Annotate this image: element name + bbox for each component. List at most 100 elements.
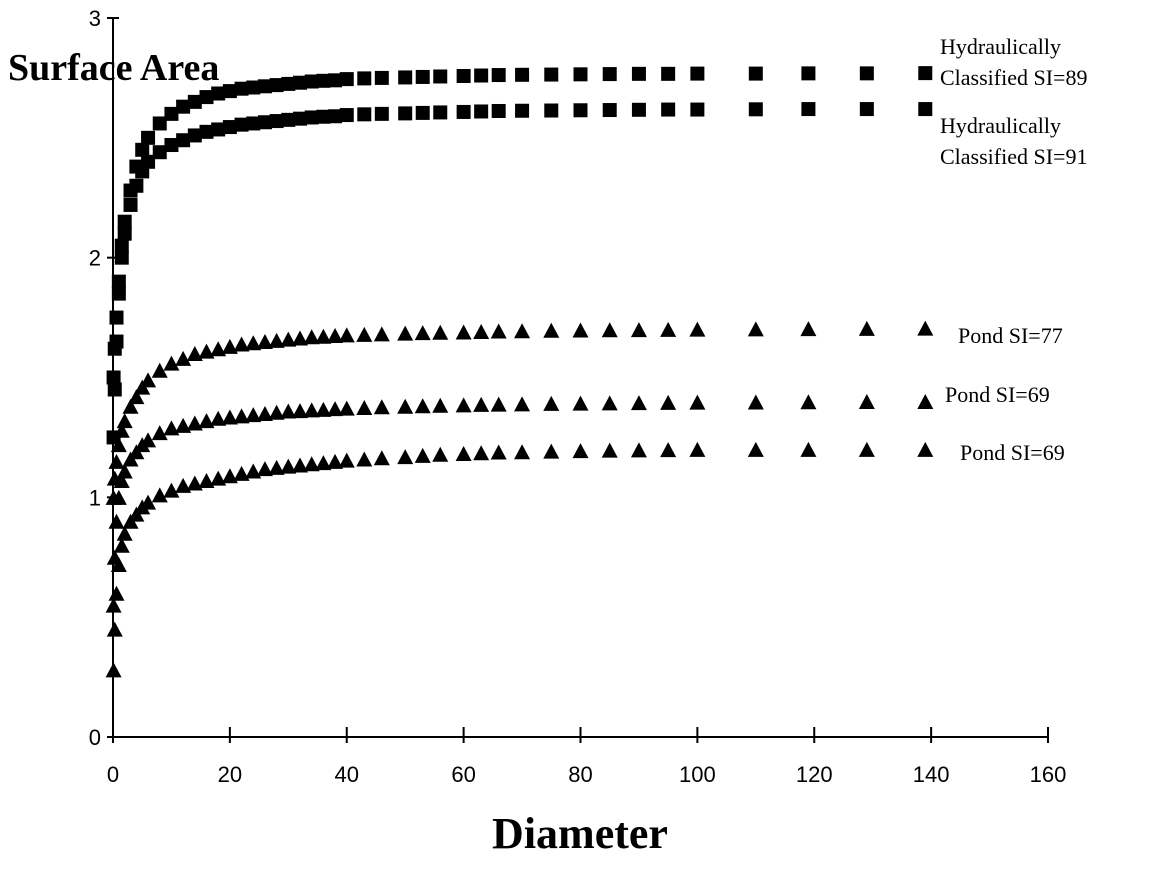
data-point-triangle [233, 465, 250, 481]
data-point-triangle [543, 395, 560, 411]
data-point-triangle [113, 422, 130, 438]
data-point-square [859, 66, 874, 81]
data-point-triangle [113, 473, 130, 489]
data-point-triangle [151, 487, 168, 503]
data-point-triangle [490, 444, 507, 460]
data-point-triangle [113, 537, 130, 553]
data-point-square [111, 274, 126, 289]
data-point-square [246, 80, 261, 95]
data-point-triangle [660, 321, 677, 337]
data-point-square [222, 120, 237, 135]
data-point-triangle [397, 449, 414, 465]
data-point-triangle [490, 396, 507, 412]
data-point-square [199, 90, 214, 105]
data-point-square [474, 104, 489, 119]
data-point-triangle [327, 328, 344, 344]
data-point-triangle [373, 326, 390, 342]
data-point-triangle [800, 394, 817, 410]
data-point-triangle [414, 398, 431, 414]
data-point-triangle [858, 320, 875, 336]
data-point-square [117, 214, 132, 229]
data-point-triangle [543, 443, 560, 459]
data-point-square [690, 66, 705, 81]
data-point-square [117, 226, 132, 241]
series-label: Pond SI=69 [945, 382, 1050, 407]
y-tick-label: 2 [89, 246, 101, 271]
data-point-triangle [303, 456, 320, 472]
data-point-triangle [303, 329, 320, 345]
data-point-square [109, 310, 124, 325]
data-point-triangle [432, 397, 449, 413]
data-point-triangle [110, 489, 127, 505]
series-label: Hydraulically [940, 113, 1061, 138]
data-point-triangle [280, 458, 297, 474]
data-point-square [491, 68, 506, 83]
series-label: Classified SI=89 [940, 65, 1087, 90]
data-point-square [111, 286, 126, 301]
x-tick-label: 60 [451, 762, 475, 787]
data-point-triangle [455, 324, 472, 340]
data-point-square [211, 122, 226, 137]
data-point-triangle [108, 585, 125, 601]
data-point-square [515, 103, 530, 118]
data-point-triangle [186, 346, 203, 362]
data-point-square [415, 105, 430, 120]
data-point-triangle [110, 437, 127, 453]
data-point-square [187, 128, 202, 143]
data-point-square [544, 103, 559, 118]
data-point-triangle [315, 401, 332, 417]
data-point-triangle [455, 397, 472, 413]
data-point-triangle [268, 459, 285, 475]
data-point-triangle [455, 445, 472, 461]
data-point-square [631, 102, 646, 117]
data-point-triangle [198, 413, 215, 429]
data-point-triangle [373, 450, 390, 466]
data-point-triangle [116, 413, 133, 429]
data-point-triangle [108, 453, 125, 469]
data-point-square [152, 116, 167, 131]
data-point-triangle [105, 662, 122, 678]
data-point-triangle [151, 362, 168, 378]
data-point-triangle [356, 326, 373, 342]
y-axis-title: Surface Area [8, 47, 219, 89]
data-point-triangle [128, 389, 145, 405]
data-point-triangle [151, 425, 168, 441]
y-tick-label: 1 [89, 485, 101, 510]
data-point-triangle [280, 331, 297, 347]
data-point-triangle [268, 332, 285, 348]
data-point-triangle [221, 409, 238, 425]
data-point-triangle [630, 322, 647, 338]
data-point-triangle [256, 405, 273, 421]
data-point-triangle [858, 441, 875, 457]
data-point-triangle [414, 447, 431, 463]
data-point-triangle [800, 321, 817, 337]
data-point-triangle [245, 407, 262, 423]
data-point-square [328, 109, 343, 124]
data-point-square [222, 84, 237, 99]
data-point-square [152, 145, 167, 160]
series-label: Pond SI=77 [958, 323, 1063, 348]
data-point-square [328, 73, 343, 88]
x-axis-title: Diameter [492, 809, 668, 858]
data-point-triangle [315, 328, 332, 344]
data-point-square [234, 117, 249, 132]
data-point-square [602, 103, 617, 118]
data-point-square [398, 106, 413, 121]
data-point-triangle [689, 394, 706, 410]
data-point-square [257, 115, 272, 130]
data-point-square [339, 72, 354, 87]
data-point-triangle [338, 400, 355, 416]
data-point-square [269, 114, 284, 129]
data-point-triangle [689, 441, 706, 457]
data-point-triangle [245, 463, 262, 479]
data-point-square [573, 103, 588, 118]
data-point-triangle [630, 395, 647, 411]
data-point-square [246, 116, 261, 131]
data-point-square [801, 66, 816, 81]
data-point-square [316, 109, 331, 124]
data-point-triangle [473, 323, 490, 339]
data-point-triangle [543, 322, 560, 338]
y-tick-label: 3 [89, 6, 101, 31]
data-point-triangle [858, 393, 875, 409]
data-point-square [107, 382, 122, 397]
